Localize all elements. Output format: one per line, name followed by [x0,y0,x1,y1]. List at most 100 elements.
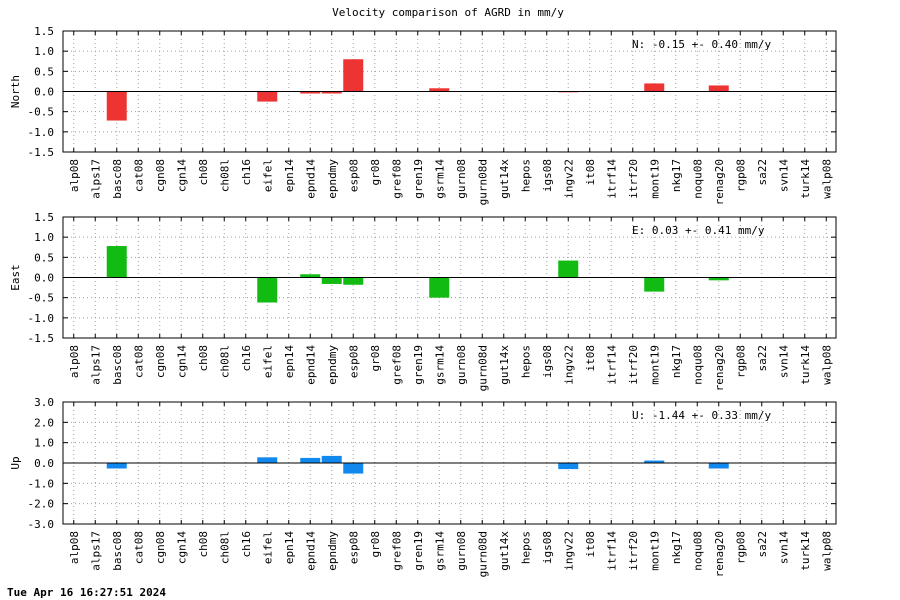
y-tick-label: -1.0 [28,477,55,490]
x-tick-label: ch16 [240,345,253,372]
x-tick-label: esp08 [347,159,360,192]
x-tick-label: gren19 [412,159,425,199]
bar-epnd14 [300,274,321,278]
x-tick-label: hepos [519,531,532,564]
x-tick-label: svn14 [777,159,790,192]
bar-eifel [257,277,278,303]
x-tick-label: epndmy [326,531,339,571]
bar-basc08 [106,91,127,121]
y-axis-label: North [9,75,22,108]
x-tick-label: gsrm14 [433,345,446,385]
x-tick-label: sa22 [756,531,769,558]
x-tick-label: eifel [261,345,274,378]
x-tick-label: nkg17 [670,345,683,378]
y-tick-label: -1.5 [28,332,55,345]
x-tick-label: gren19 [412,531,425,571]
x-tick-label: gr08 [369,531,382,558]
x-tick-label: gurn08 [455,345,468,385]
y-tick-label: -3.0 [28,518,55,531]
x-tick-label: noqu08 [691,345,704,385]
y-tick-label: -0.5 [28,106,55,119]
x-tick-label: alps17 [89,531,102,571]
x-tick-label: itrf14 [605,345,618,385]
y-axis-label: Up [9,456,22,469]
y-tick-label: -1.0 [28,126,55,139]
bar-esp08 [343,59,364,92]
y-tick-label: 1.5 [34,25,54,38]
bar-esp08 [343,463,364,474]
x-tick-label: walp08 [820,159,833,199]
x-tick-label: eifel [261,531,274,564]
x-tick-label: alp08 [68,531,81,564]
x-tick-label: gsrm14 [433,531,446,571]
panel-north: 1.5 1.0 0.5 0.0 -0.5 -1.0 -1.5 North alp08 alps17… [9,25,837,205]
x-tick-label: it08 [584,159,597,186]
bar-renag20 [708,463,729,469]
x-tick-label: epnd14 [304,531,317,571]
x-tick-label: gren19 [412,345,425,385]
x-tick-label: ch16 [240,159,253,186]
x-tick-label: esp08 [347,531,360,564]
y-tick-label: -0.5 [28,292,55,305]
x-tick-label: epndmy [326,159,339,199]
bar-gsrm14 [429,277,450,298]
x-tick-label: basc08 [111,345,124,385]
x-tick-label: gurn08d [476,159,489,205]
x-tick-label: renag20 [713,345,726,391]
x-tick-label: ingv22 [562,345,575,385]
bar-renag20 [708,85,729,92]
x-tick-label: itrf20 [627,159,640,199]
bar-esp08 [343,277,364,285]
x-tick-label: gref08 [390,531,403,571]
x-tick-label: esp08 [347,345,360,378]
panel-up: 3.0 2.0 1.0 0.0 -1.0 -2.0 -3.0 Up alp08 alps17 bas… [9,396,837,577]
bar-epnd14 [300,91,321,94]
y-tick-label: 3.0 [34,396,54,409]
panel-east: 1.5 1.0 0.5 0.0 -0.5 -1.0 -1.5 East alp08 alps17 b… [9,211,837,391]
x-tick-label: sa22 [756,159,769,186]
x-tick-label: alps17 [89,345,102,385]
bar-epndmy [321,455,342,463]
x-tick-label: igs08 [541,159,554,192]
x-tick-label: igs08 [541,345,554,378]
x-tick-label: epnd14 [304,345,317,385]
bar-ingv22 [558,463,579,470]
x-tick-label: epnd14 [304,159,317,199]
stats-annotation: U: -1.44 +- 0.33 mm/y [632,409,771,422]
bar-eifel [257,457,278,463]
x-tick-label: ch08l [218,531,231,564]
x-tick-label: gut14x [498,159,511,199]
x-tick-label: cgn08 [154,345,167,378]
x-tick-label: basc08 [111,531,124,571]
x-tick-label: gurn08d [476,345,489,391]
bar-mont19 [644,277,665,292]
x-tick-label: turk14 [799,159,812,199]
x-tick-label: mont19 [648,531,661,571]
x-tick-label: ch08l [218,345,231,378]
x-tick-label: itrf20 [627,345,640,385]
bar-mont19 [644,460,665,463]
x-tick-label: ch16 [240,531,253,558]
x-tick-label: gref08 [390,159,403,199]
x-tick-label: mont19 [648,345,661,385]
x-tick-label: epn14 [283,531,296,564]
x-tick-label: cgn14 [175,531,188,564]
x-tick-label: basc08 [111,159,124,199]
y-tick-label: 1.0 [34,45,54,58]
footer-timestamp: Tue Apr 16 16:27:51 2024 [7,586,166,599]
chart-title: Velocity comparison of AGRD in mm/y [332,6,564,19]
y-tick-label: 0.0 [34,86,54,99]
y-tick-label: 0.0 [34,272,54,285]
x-tick-label: ch08 [197,159,210,186]
y-tick-label: 1.0 [34,437,54,450]
bar-renag20 [708,277,729,281]
x-tick-label: ch08 [197,345,210,372]
x-tick-label: epndmy [326,345,339,385]
x-tick-label: alp08 [68,159,81,192]
x-tick-label: rgp08 [734,531,747,564]
bar-epnd14 [300,457,321,463]
x-tick-label: rgp08 [734,159,747,192]
x-tick-label: turk14 [799,345,812,385]
x-tick-label: it08 [584,345,597,372]
y-tick-label: -1.0 [28,312,55,325]
